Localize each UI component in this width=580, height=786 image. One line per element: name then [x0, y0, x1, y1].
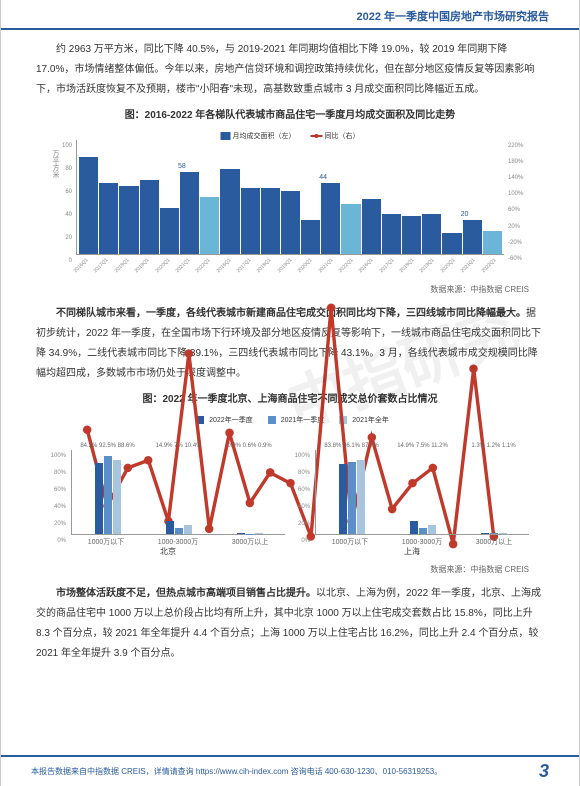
chart2: 100%80%60%40%20%0% 84.2% 92.5% 88.6%14.9… [46, 430, 534, 560]
chart2-shanghai: 100%80%60%40%20%0% 83.8% 86.1% 87.7%14.9… [290, 430, 534, 560]
chart2-source: 数据来源：中指数据 CREIS [36, 562, 529, 578]
footer-text: 本报告数据来自中指数据 CREIS，详情请查询 https://www.cih-… [31, 766, 442, 777]
chart2-beijing: 100%80%60%40%20%0% 84.2% 92.5% 88.6%14.9… [46, 430, 290, 560]
main-content: 约 2963 万平方米，同比下降 40.5%，与 2019-2021 年同期均值… [1, 30, 579, 664]
chart1-source: 数据来源：中指数据 CREIS [36, 282, 529, 298]
chart1-plot: 584420 [76, 140, 504, 255]
chart1-xaxis: 2016Q12017Q12018Q12019Q12020Q12021Q12022… [76, 258, 504, 280]
paragraph-2: 不同梯队城市来看，一季度，各线代表城市新建商品住宅成交面积同比均下降，三四线城市… [36, 304, 544, 384]
chart1: 月均成交面积（左） 同比（右） 万平方米 100806040200 220%18… [46, 130, 534, 280]
page-header: 2022 年一季度中国房地产市场研究报告 [1, 0, 579, 30]
chart1-yaxis-left: 100806040200 [46, 140, 74, 255]
chart1-yaxis-right: 220%180%140%100%60%20%-20%-60% [506, 140, 534, 255]
paragraph-1: 约 2963 万平方米，同比下降 40.5%，与 2019-2021 年同期均值… [36, 40, 544, 100]
page-footer: 本报告数据来自中指数据 CREIS，详情请查询 https://www.cih-… [1, 755, 579, 786]
chart2-legend: 2022年一季度2021年一季度2021年全年 [36, 414, 544, 428]
header-title: 2022 年一季度中国房地产市场研究报告 [356, 11, 549, 23]
chart1-title: 图：2016-2022 年各梯队代表城市商品住宅一季度月均成交面积及同比走势 [36, 106, 544, 126]
chart2-title: 图：2022 年一季度北京、上海商品住宅不同成交总价套数占比情况 [36, 390, 544, 410]
page-number: 3 [539, 761, 549, 782]
paragraph-3: 市场整体活跃度不足，但热点城市高端项目销售占比提升。以北京、上海为例，2022 … [36, 584, 544, 664]
